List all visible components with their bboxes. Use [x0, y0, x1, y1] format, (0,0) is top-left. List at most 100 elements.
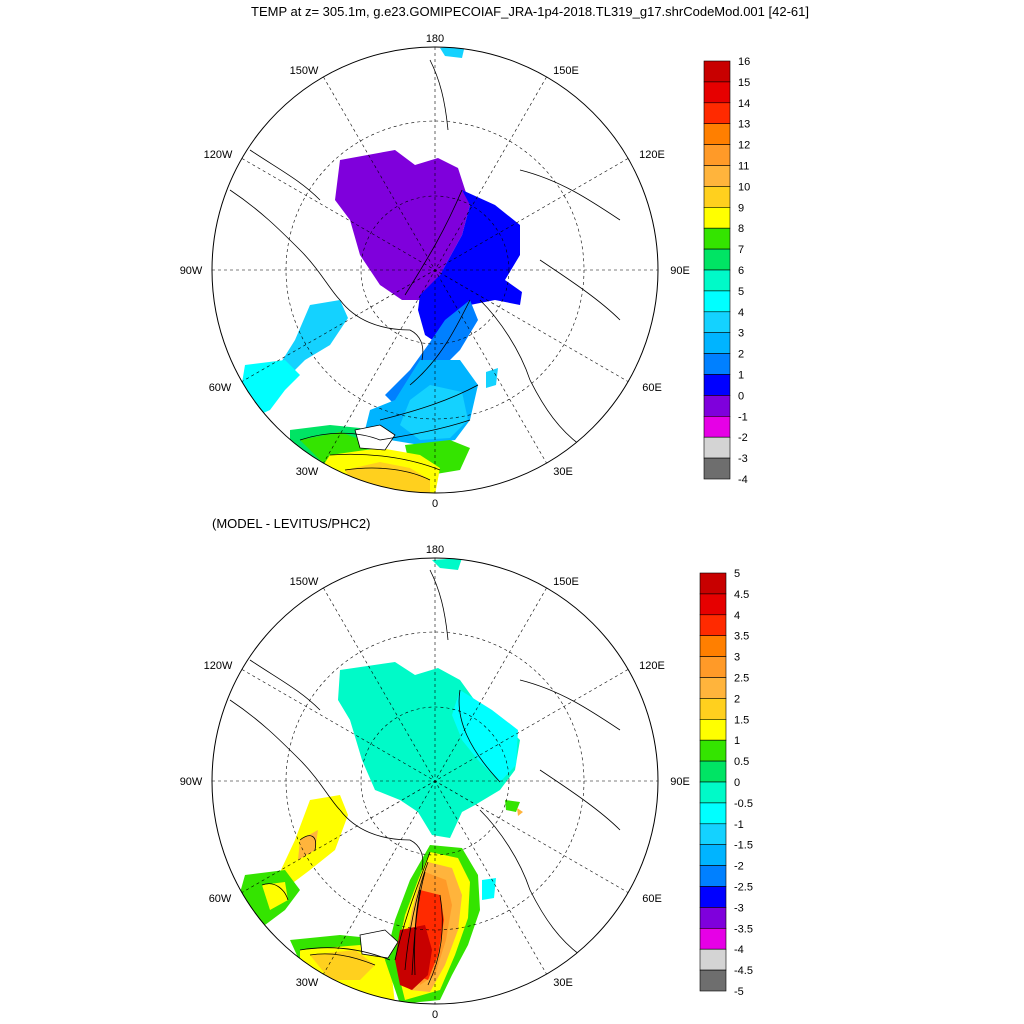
colorbar-label: -2 — [734, 861, 744, 873]
colorbar-label: 3.5 — [734, 631, 749, 643]
colorbar-label: 0.5 — [734, 756, 749, 768]
map-boundary-model — [211, 46, 659, 494]
colorbar-swatch — [699, 635, 727, 657]
colorbar-label: 2 — [738, 349, 744, 361]
land-iceland — [354, 424, 396, 451]
colorbar-label: -4 — [738, 474, 748, 486]
colorbar-label: 2 — [734, 693, 740, 705]
region-arctic-blue — [418, 190, 522, 345]
colorbar-swatch — [699, 656, 727, 678]
colorbar-swatch — [699, 948, 727, 971]
lon-label: 30W — [296, 977, 319, 989]
colorbar-swatch — [703, 311, 731, 333]
lon-label: 60W — [209, 382, 232, 394]
colorbar-label: -4.5 — [734, 965, 753, 977]
region-barents-orange — [517, 808, 523, 816]
colorbar-swatch — [699, 802, 727, 825]
lon-label: 120W — [204, 660, 233, 672]
colorbar-label: 1 — [738, 370, 744, 382]
lon-label: 150E — [553, 576, 579, 588]
coastlines-difference — [229, 569, 621, 981]
colorbar-swatch — [699, 718, 727, 741]
lon-label: 150W — [290, 65, 319, 77]
colorbar-label: 4 — [738, 307, 744, 319]
colorbar-swatch — [703, 165, 731, 187]
colorbar-swatch — [703, 227, 731, 250]
colorbar-swatch — [703, 374, 731, 396]
colorbar-label: 11 — [738, 161, 749, 173]
contour-lines-difference — [261, 689, 501, 986]
colorbar-swatch — [703, 269, 731, 292]
lon-label: 60E — [642, 382, 662, 394]
colorbar-swatch — [699, 927, 727, 950]
colorbar-label: 4.5 — [734, 589, 749, 601]
colorbar-label: -2.5 — [734, 882, 753, 894]
colorbar-swatch — [703, 60, 731, 83]
lon-label: 30W — [296, 466, 319, 478]
region-north-atlantic-orange2 — [310, 950, 375, 980]
colorbar-label: 9 — [738, 202, 744, 214]
colorbar-label: 13 — [738, 119, 750, 131]
colorbar-label: -3 — [734, 902, 744, 914]
colorbar-swatch — [699, 593, 727, 616]
colorbar-swatch — [699, 969, 727, 992]
panel-difference: (MODEL - LEVITUS/PHC2) — [180, 516, 753, 1021]
colorbar-swatch — [699, 739, 727, 762]
colorbar-swatch — [703, 186, 731, 208]
colorbar-label: 1.5 — [734, 714, 749, 726]
colorbar-label: 4 — [734, 610, 740, 622]
land-iceland — [359, 929, 399, 959]
colorbar-swatch — [703, 123, 731, 145]
colorbar-label: -5 — [734, 986, 744, 998]
colorbar-label: 14 — [738, 98, 750, 110]
lon-labels-model: 180 150E 120E 90E 60E 30E 0 30W 60W 90W … — [180, 33, 690, 510]
colorbar-swatch — [703, 207, 731, 229]
colorbar-label: 12 — [738, 140, 750, 152]
colorbar-label: -1 — [734, 819, 744, 831]
colorbar-label: 8 — [738, 223, 744, 235]
colorbar-swatch — [703, 81, 731, 104]
lon-label: 60W — [209, 893, 232, 905]
colorbar-swatch — [703, 332, 731, 354]
region-baffin-bay — [275, 300, 348, 375]
colorbar-difference: 5 4.5 4 3.5 3 2.5 2 1.5 1 0.5 0 -0.5 -1 -1.5 -2 -2.5 -3 -… — [699, 568, 753, 998]
region-barents — [486, 368, 498, 388]
lon-label: 90E — [670, 265, 690, 277]
lon-label: 60E — [642, 893, 662, 905]
region-nordic-cyan — [400, 385, 468, 440]
region-arctic-cyan — [452, 690, 518, 782]
colorbar-swatch — [703, 144, 731, 166]
lon-label: 0 — [432, 498, 438, 510]
colorbar-swatch — [699, 886, 727, 908]
colorbar-label: -1 — [738, 411, 748, 423]
colorbar-swatch — [699, 823, 727, 845]
colorbar-label: -3 — [738, 453, 748, 465]
colorbar-label: -2 — [738, 432, 748, 444]
colorbar-swatch — [699, 572, 727, 595]
lon-label: 0 — [432, 1009, 438, 1021]
region-baffin-orange — [298, 830, 318, 860]
colorbar-swatch — [699, 844, 727, 866]
lon-label: 180 — [426, 544, 444, 556]
colorbar-swatch — [703, 248, 731, 271]
colorbar-label: -0.5 — [734, 798, 753, 810]
colorbar-swatch — [699, 781, 727, 804]
colorbar-swatch — [699, 865, 727, 887]
colorbar-label: 16 — [738, 56, 750, 68]
region-bering2 — [432, 558, 462, 570]
colorbar-label: -1.5 — [734, 840, 753, 852]
panel-subtitle: (MODEL - LEVITUS/PHC2) — [212, 516, 370, 531]
colorbar-label: 5 — [738, 286, 744, 298]
region-barents-green — [505, 800, 520, 812]
region-arctic-purple — [335, 150, 470, 300]
lon-label: 150E — [553, 65, 579, 77]
colorbar-swatch — [699, 614, 727, 636]
colorbar-swatch — [699, 907, 727, 929]
colorbar-swatch — [703, 353, 731, 375]
colorbar-label: 15 — [738, 77, 750, 89]
lon-label: 120E — [639, 149, 665, 161]
colorbar-label: 1 — [734, 735, 740, 747]
figure-title: TEMP at z= 305.1m, g.e23.GOMIPECOIAF_JRA… — [251, 4, 809, 19]
colorbar-swatch — [703, 102, 731, 125]
